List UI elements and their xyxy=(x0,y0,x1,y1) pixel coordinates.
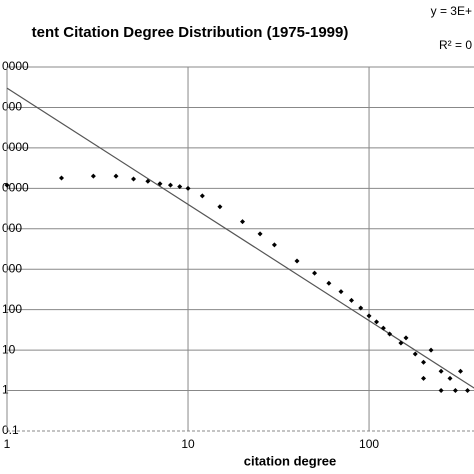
point xyxy=(338,289,344,295)
equation: y = 3E+ xyxy=(431,4,472,18)
y-tick-label: 1 xyxy=(2,383,9,397)
point xyxy=(257,231,263,237)
point xyxy=(412,351,418,357)
point xyxy=(465,388,471,394)
point xyxy=(447,375,453,381)
point xyxy=(366,313,372,319)
point xyxy=(240,219,246,225)
r-squared: R² = 0 xyxy=(439,38,472,52)
point xyxy=(157,181,163,187)
y-tick-label: 0.1 xyxy=(2,423,19,437)
point xyxy=(428,347,434,353)
trendline xyxy=(6,87,474,389)
point xyxy=(403,335,409,341)
point xyxy=(217,204,223,210)
point xyxy=(349,297,355,303)
point xyxy=(374,319,380,325)
point xyxy=(358,305,364,311)
x-tick-label: 1 xyxy=(4,437,11,451)
y-tick-label: 10 xyxy=(2,342,16,356)
point xyxy=(58,175,64,181)
y-tick-label: 0000 xyxy=(2,59,29,73)
point xyxy=(438,368,444,374)
y-tick-label: 0000 xyxy=(2,181,29,195)
y-tick-label: 000 xyxy=(2,221,22,235)
point xyxy=(387,331,393,337)
point xyxy=(113,173,119,179)
point xyxy=(185,185,191,191)
point xyxy=(457,368,463,374)
point xyxy=(398,340,404,346)
point xyxy=(438,388,444,394)
y-tick-label: 000 xyxy=(2,261,22,275)
point xyxy=(271,242,277,248)
chart-title: tent Citation Degree Distribution (1975-… xyxy=(32,24,349,41)
y-tick-label: 000 xyxy=(2,100,22,114)
point xyxy=(177,184,183,190)
point xyxy=(380,325,386,331)
point xyxy=(90,173,96,179)
point xyxy=(421,359,427,365)
point xyxy=(452,388,458,394)
point xyxy=(167,182,173,188)
point xyxy=(294,258,300,264)
point xyxy=(145,178,151,184)
point xyxy=(326,280,332,286)
point xyxy=(421,375,427,381)
x-tick-label: 100 xyxy=(359,437,379,451)
point xyxy=(312,270,318,276)
point xyxy=(4,182,10,188)
y-tick-label: 0000 xyxy=(2,140,29,154)
y-tick-label: 100 xyxy=(2,302,22,316)
x-tick-label: 10 xyxy=(181,437,195,451)
x-axis-label: citation degree xyxy=(244,453,336,468)
point xyxy=(131,176,137,182)
point xyxy=(199,193,205,199)
